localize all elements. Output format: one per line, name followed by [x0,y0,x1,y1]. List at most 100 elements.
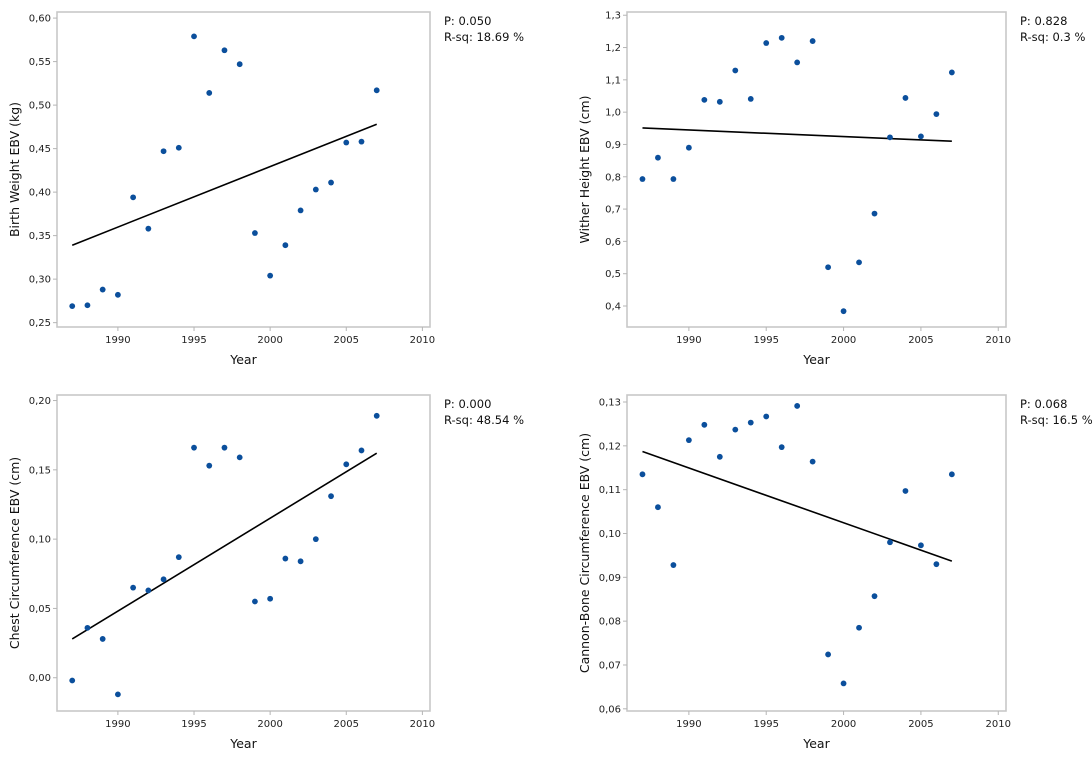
data-point [297,207,304,214]
data-point [358,447,365,454]
y-tick-label: 0,4 [605,302,621,313]
data-point [267,595,274,602]
x-tick-label: 2010 [986,719,1011,730]
data-point [84,302,91,309]
plot-frame [56,394,431,712]
data-point [328,179,334,186]
data-point [328,493,334,500]
data-point [948,471,955,478]
y-tick-label: 0,00 [29,673,51,684]
data-point [747,419,754,426]
p-value-annotation: P: 0.050 [444,14,491,28]
x-axis-title: Year [802,352,830,367]
data-point [655,154,661,161]
x-tick-label: 2010 [410,719,435,730]
data-point [948,69,955,76]
data-point [145,587,152,594]
data-point [114,291,121,298]
p-value-annotation: P: 0.068 [1020,397,1067,411]
y-tick-label: 0,12 [599,441,621,452]
y-tick-label: 0,30 [29,275,51,286]
x-tick-label: 1995 [181,335,206,346]
data-point [236,61,243,68]
y-tick-label: 0,5 [605,269,621,280]
plot-frame [626,11,1007,328]
data-point [778,34,785,41]
data-point [809,38,816,44]
data-point [252,230,258,236]
data-point [670,562,677,568]
data-point [809,458,816,465]
data-point [69,303,76,310]
panel-chest-circumference: 0,00 0,05 0,10 0,15 0,20 1990 1995 2000 2005 2010… [7,394,524,751]
y-tick-label: 0,20 [29,396,51,407]
data-point [252,598,258,605]
x-tick-label: 2000 [831,719,856,730]
data-point [902,488,909,494]
y-tick-label: 0,8 [605,172,621,183]
data-point [871,593,878,600]
x-tick-label: 2005 [334,719,359,730]
data-point [175,554,182,561]
data-point [206,462,213,469]
data-point [236,454,243,461]
panel-wither-height: 0,4 0,5 0,6 0,7 0,8 0,9 1,0 1,1 1,2 1,3 1990 1995 20… [577,11,1085,367]
x-tick-label: 2010 [986,335,1011,346]
y-axis-title: Wither Height EBV (cm) [577,96,592,244]
data-point [701,96,708,103]
regression-line [71,123,378,246]
data-point [358,138,365,145]
x-tick-label: 2005 [908,719,933,730]
plot-frame [626,394,1007,712]
data-point [716,453,723,460]
p-value-annotation: P: 0.828 [1020,14,1067,28]
data-point [887,539,893,546]
data-point [732,426,739,433]
data-point [221,444,228,451]
data-point [84,624,91,631]
y-tick-label: 0,09 [599,573,621,584]
y-tick-label: 1,1 [605,75,621,86]
data-point [685,144,692,151]
p-value-annotation: P: 0.000 [444,397,491,411]
data-point [282,242,289,249]
x-tick-label: 2005 [908,335,933,346]
y-tick-label: 0,08 [599,617,621,628]
plot-frame [56,11,431,328]
data-point [312,186,319,193]
data-point [918,542,924,549]
y-tick-label: 0,40 [29,188,51,199]
data-point [825,264,832,271]
y-tick-label: 0,06 [599,704,621,715]
y-tick-label: 0,45 [29,144,51,155]
r-squared-annotation: R-sq: 0.3 % [1020,30,1085,44]
data-point [856,624,862,631]
y-tick-label: 0,55 [29,57,51,68]
y-tick-label: 0,15 [29,465,51,476]
data-point [282,555,289,562]
x-tick-label: 1995 [753,335,778,346]
data-point [373,412,380,419]
regression-line [642,127,952,143]
data-point [312,536,319,543]
y-tick-label: 0,60 [29,14,51,25]
data-point [887,134,893,141]
r-squared-annotation: R-sq: 48.54 % [444,413,524,427]
data-point [825,651,832,658]
x-tick-label: 1995 [181,719,206,730]
y-tick-label: 0,25 [29,318,51,329]
data-point [99,636,106,642]
x-tick-label: 2005 [334,335,359,346]
data-point [639,471,646,478]
y-tick-label: 0,9 [605,140,621,151]
data-point [160,576,167,583]
data-point [175,144,182,151]
r-squared-annotation: R-sq: 18.69 % [444,30,524,44]
y-tick-label: 0,07 [599,660,621,671]
data-point [794,59,801,66]
data-point [685,437,692,444]
r-squared-annotation: R-sq: 16.5 % [1020,413,1092,427]
y-tick-label: 0,11 [599,485,621,496]
x-tick-label: 2010 [410,335,435,346]
data-point [701,421,708,428]
